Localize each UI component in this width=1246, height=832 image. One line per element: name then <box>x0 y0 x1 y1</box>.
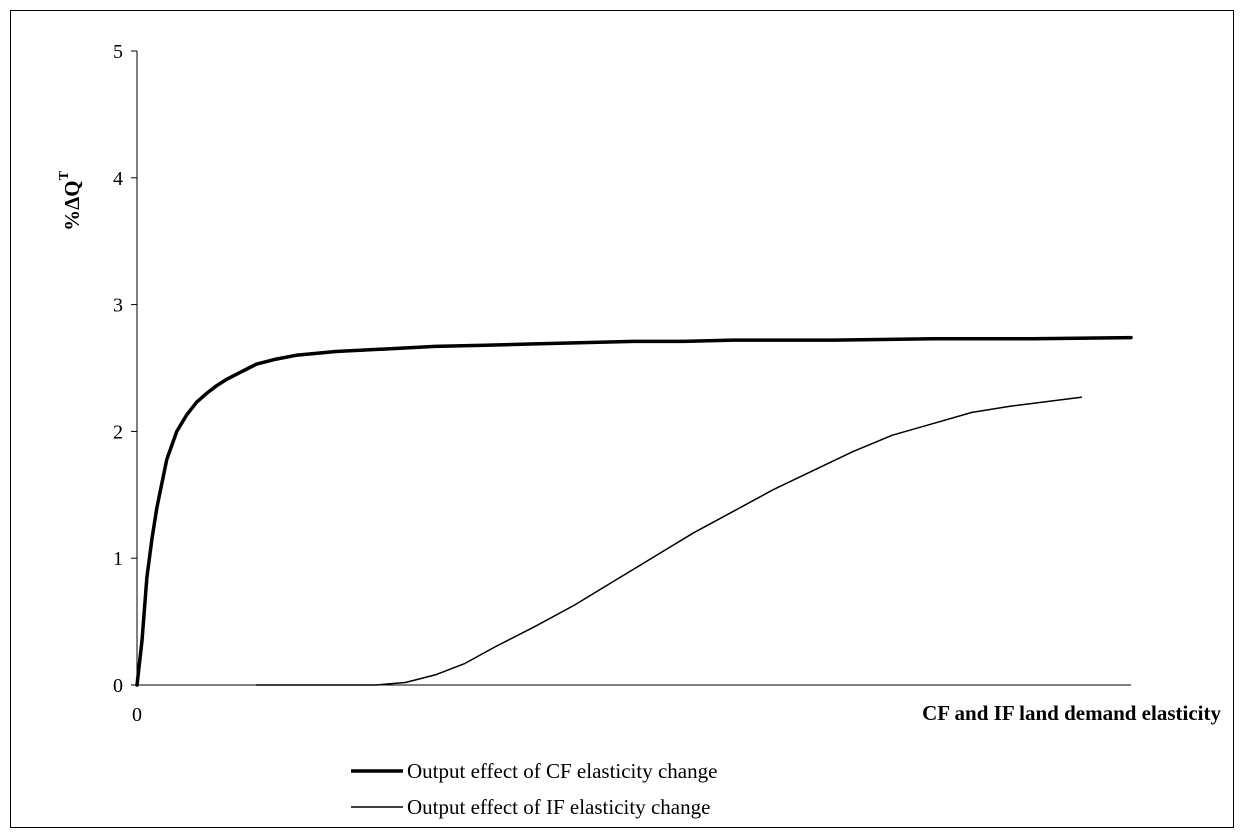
series-layer <box>135 335 1133 687</box>
y-tick-label: 0 <box>113 675 123 697</box>
line-chart: 0 1 2 3 4 5 0 %ΔQT CF and IF land demand elas… <box>57 41 1221 819</box>
y-tick-label: 3 <box>113 295 123 317</box>
y-tick-label: 2 <box>113 421 123 443</box>
legend: Output effect of CF elasticity change Out… <box>351 759 717 819</box>
x-axis-title: CF and IF land demand elasticity <box>922 701 1221 725</box>
y-axis-ticks: 0 1 2 3 4 5 <box>113 41 137 697</box>
y-tick-label: 4 <box>113 168 123 190</box>
legend-label: Output effect of IF elasticity change <box>407 795 710 819</box>
x-tick-label: 0 <box>132 704 142 726</box>
x-axis-ticks: 0 <box>132 704 142 726</box>
legend-label: Output effect of CF elasticity change <box>407 759 717 783</box>
axes <box>136 51 1131 686</box>
chart-frame: 0 1 2 3 4 5 0 %ΔQT CF and IF land demand elas… <box>10 10 1234 828</box>
series-line-1 <box>135 335 1133 687</box>
y-tick-label: 1 <box>113 548 123 570</box>
y-tick-label: 5 <box>113 41 123 63</box>
y-axis-title: %ΔQT <box>57 170 84 231</box>
series-line-2 <box>255 396 1083 686</box>
